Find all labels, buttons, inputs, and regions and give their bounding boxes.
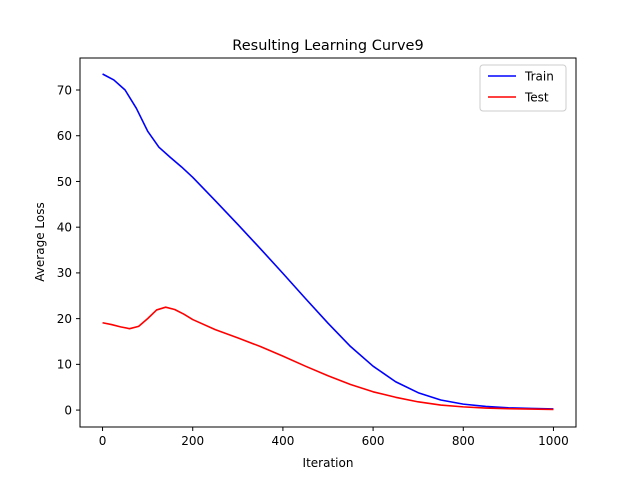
x-tick-label: 800 xyxy=(452,434,475,448)
y-tick-label: 60 xyxy=(57,129,72,143)
y-tick-label: 50 xyxy=(57,175,72,189)
x-axis-ticks: 0 200 400 600 800 1000 xyxy=(99,427,569,448)
x-tick-label: 400 xyxy=(271,434,294,448)
plot-area xyxy=(79,57,577,428)
x-tick-label: 1000 xyxy=(538,434,569,448)
chart-title: Resulting Learning Curve9 xyxy=(232,38,423,54)
y-tick-label: 40 xyxy=(57,220,72,234)
y-tick-label: 0 xyxy=(64,403,72,417)
y-tick-label: 10 xyxy=(57,358,72,372)
x-tick-label: 600 xyxy=(362,434,385,448)
x-axis-label: Iteration xyxy=(303,456,354,470)
x-tick-label: 0 xyxy=(99,434,107,448)
legend-label-test: Test xyxy=(524,91,549,105)
legend-label-train: Train xyxy=(524,70,554,84)
y-axis-label: Average Loss xyxy=(33,202,47,281)
legend: Train Test xyxy=(479,64,567,112)
series-line-test xyxy=(102,306,554,411)
y-tick-label: 30 xyxy=(57,266,72,280)
y-tick-label: 20 xyxy=(57,312,72,326)
series-line-train xyxy=(102,73,554,410)
y-tick-label: 70 xyxy=(57,83,72,97)
x-tick-label: 200 xyxy=(181,434,204,448)
axes-frame xyxy=(79,57,577,428)
y-axis-ticks: 0 10 20 30 40 50 60 70 xyxy=(57,83,80,417)
